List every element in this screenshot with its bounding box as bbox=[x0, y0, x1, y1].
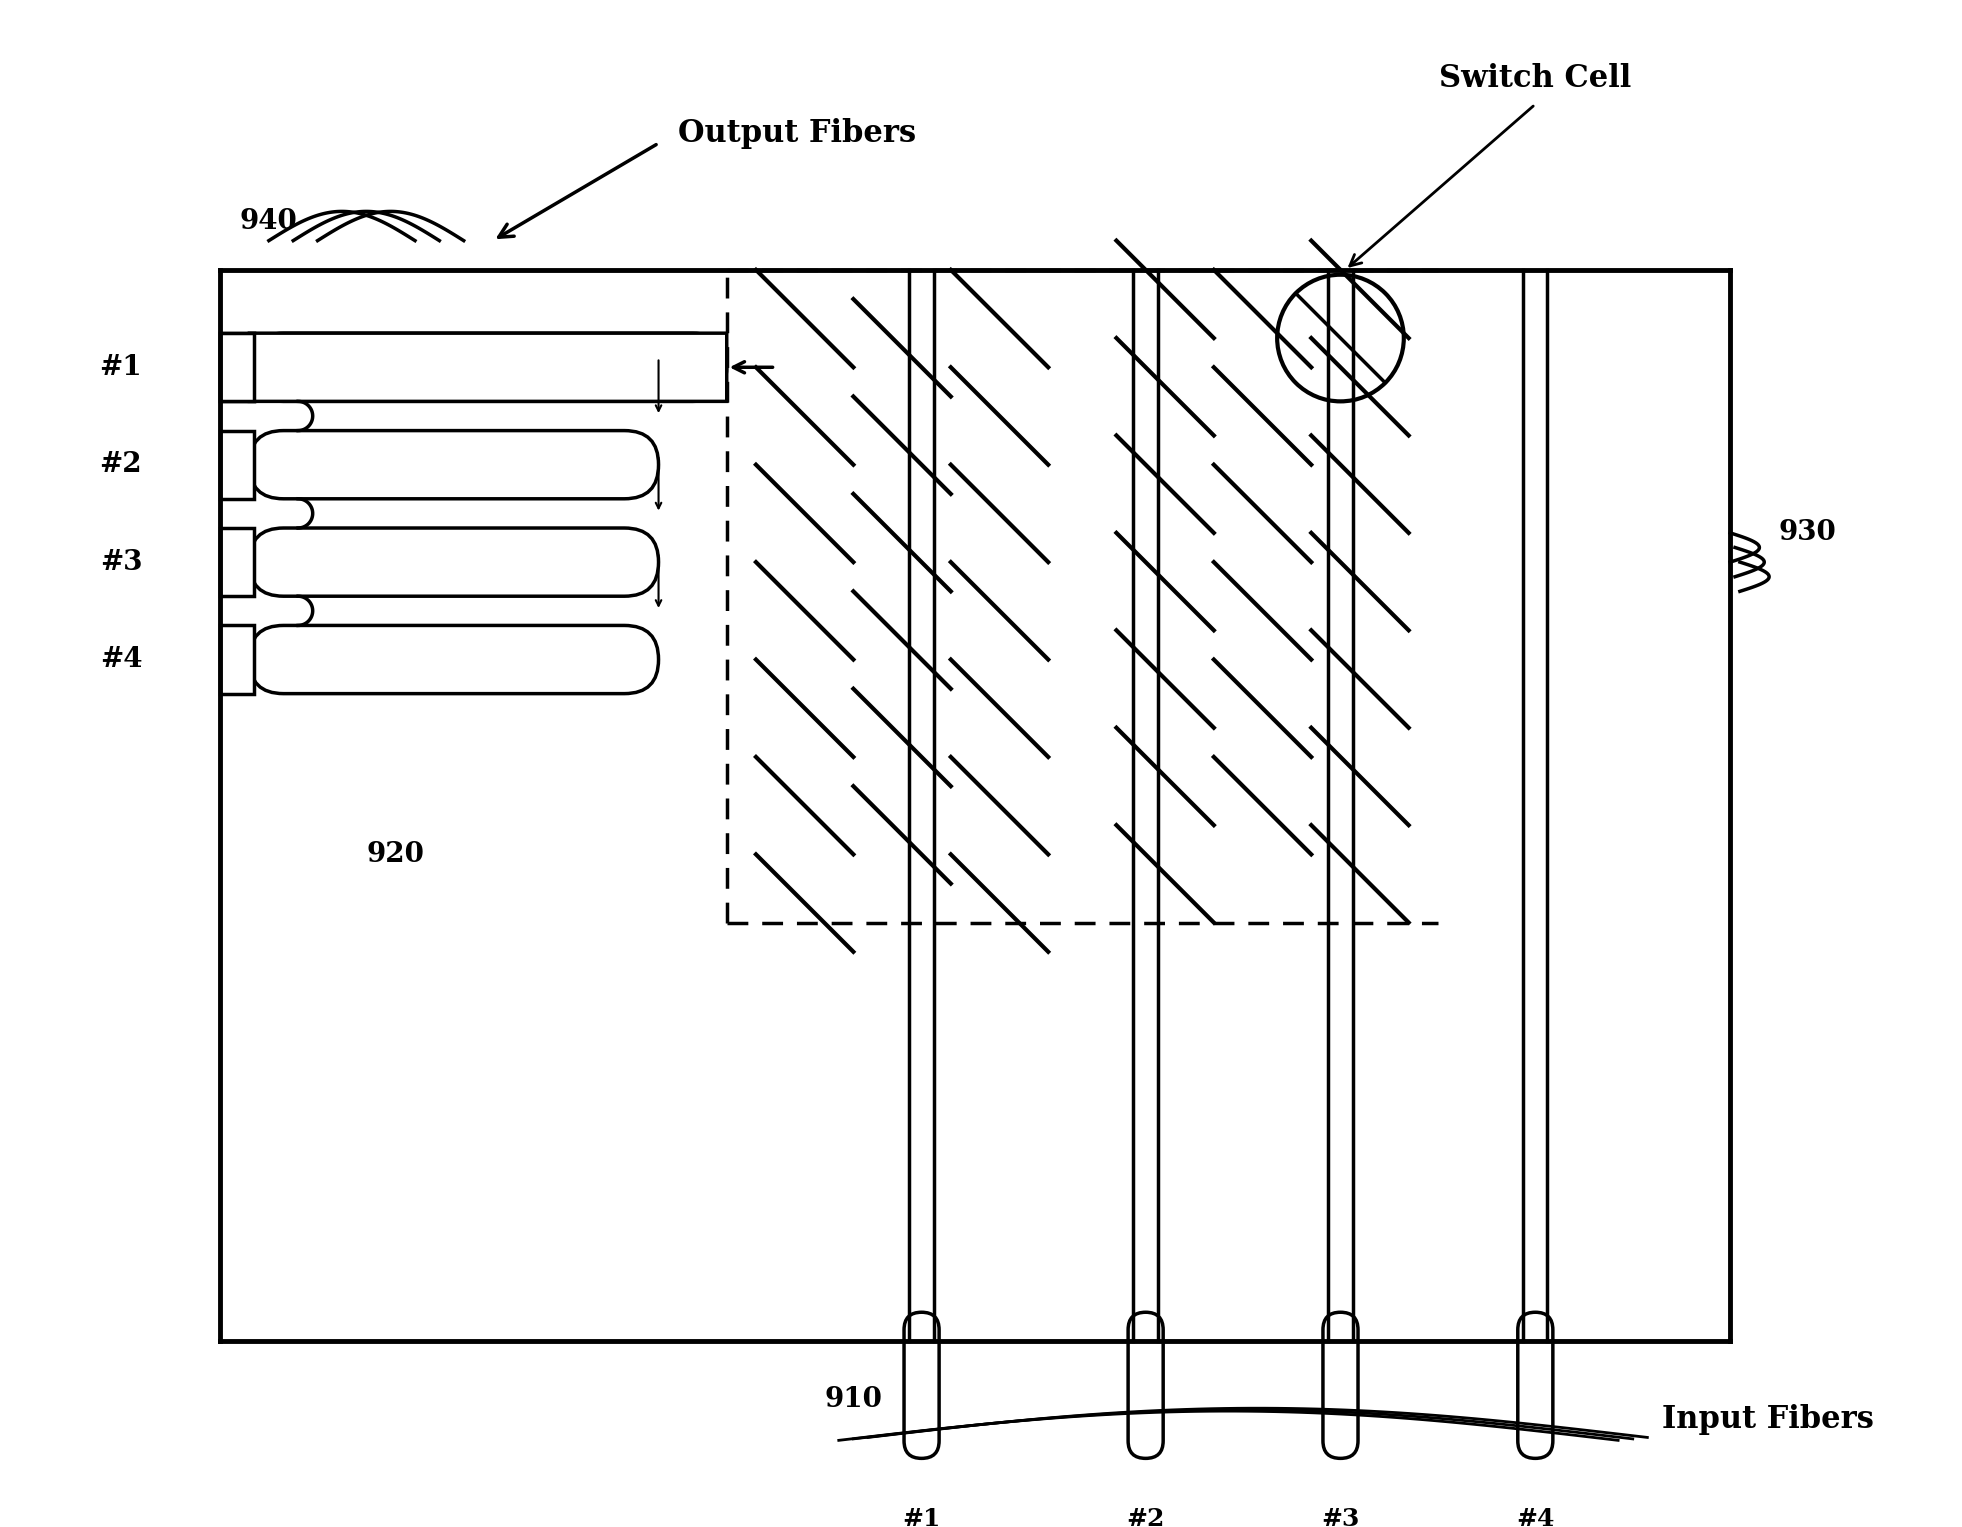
FancyBboxPatch shape bbox=[1322, 1312, 1358, 1458]
Text: #1: #1 bbox=[903, 1507, 940, 1527]
Bar bbox=[220, 431, 255, 499]
FancyBboxPatch shape bbox=[249, 626, 659, 693]
Bar bbox=[220, 333, 255, 402]
FancyBboxPatch shape bbox=[249, 333, 726, 402]
Text: 940: 940 bbox=[239, 208, 298, 235]
Text: 920: 920 bbox=[367, 841, 424, 867]
FancyBboxPatch shape bbox=[904, 1312, 940, 1458]
Bar bbox=[220, 528, 255, 596]
Bar bbox=[220, 333, 255, 402]
Text: #3: #3 bbox=[100, 548, 141, 576]
Text: #2: #2 bbox=[100, 450, 141, 478]
Text: Input Fibers: Input Fibers bbox=[1662, 1403, 1874, 1435]
FancyBboxPatch shape bbox=[1519, 1312, 1552, 1458]
FancyBboxPatch shape bbox=[249, 528, 659, 596]
Bar bbox=[220, 626, 255, 693]
FancyBboxPatch shape bbox=[249, 333, 726, 402]
Text: #4: #4 bbox=[1517, 1507, 1554, 1527]
Text: #2: #2 bbox=[1126, 1507, 1165, 1527]
FancyBboxPatch shape bbox=[249, 431, 659, 499]
Text: Output Fibers: Output Fibers bbox=[679, 118, 916, 150]
Text: 930: 930 bbox=[1780, 519, 1836, 547]
Text: #3: #3 bbox=[1320, 1507, 1360, 1527]
Text: 910: 910 bbox=[824, 1387, 883, 1414]
Text: #4: #4 bbox=[100, 646, 141, 673]
Text: #1: #1 bbox=[100, 354, 141, 380]
Text: Switch Cell: Switch Cell bbox=[1440, 64, 1632, 95]
FancyBboxPatch shape bbox=[1128, 1312, 1163, 1458]
